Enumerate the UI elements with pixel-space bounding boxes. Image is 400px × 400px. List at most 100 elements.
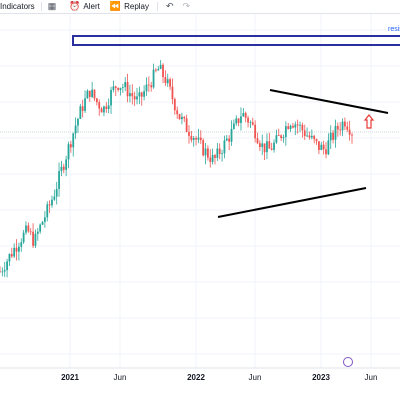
candle-body bbox=[62, 166, 65, 170]
candle-body bbox=[173, 99, 176, 111]
x-tick-label: 2023 bbox=[312, 373, 330, 382]
candle-body bbox=[107, 105, 110, 109]
chart-drawings: resis bbox=[72, 26, 400, 367]
candle-body bbox=[197, 137, 200, 140]
candle-body bbox=[336, 125, 339, 130]
candle-body bbox=[133, 96, 136, 100]
candle-body bbox=[230, 128, 233, 142]
candle-body bbox=[91, 89, 94, 97]
candle-body bbox=[121, 87, 124, 88]
candle-body bbox=[237, 118, 240, 123]
candle-body bbox=[159, 64, 162, 69]
x-tick-label: Jun bbox=[365, 373, 378, 382]
candle-body bbox=[277, 135, 280, 137]
candle-body bbox=[303, 130, 306, 137]
candle-body bbox=[221, 153, 223, 155]
candle-body bbox=[334, 125, 337, 140]
alarm-clock-icon: ⏰ bbox=[69, 1, 81, 11]
candle-body bbox=[77, 118, 79, 126]
candle-body bbox=[145, 84, 148, 92]
x-axis: 2021 Jun 2022 Jun 2023 Jun bbox=[0, 367, 400, 400]
candle-body bbox=[270, 148, 273, 150]
candle-body bbox=[275, 135, 278, 143]
candle-body bbox=[287, 126, 290, 129]
redo-button[interactable]: ↷ bbox=[183, 0, 194, 13]
up-arrow-icon[interactable] bbox=[363, 114, 375, 129]
candle-body bbox=[100, 108, 103, 113]
candle-body bbox=[320, 144, 323, 151]
alert-label: Alert bbox=[83, 2, 100, 11]
indicators-button[interactable]: Indicators bbox=[0, 0, 35, 13]
candle-body bbox=[46, 204, 49, 218]
time-axis-background bbox=[0, 368, 400, 400]
chart-grid bbox=[0, 14, 400, 368]
candle-body bbox=[251, 122, 254, 125]
candle-body bbox=[36, 231, 39, 234]
candle-body bbox=[39, 224, 42, 232]
candle-body bbox=[126, 82, 129, 97]
candle-body bbox=[232, 123, 235, 129]
candle-body bbox=[74, 125, 77, 134]
candle-body bbox=[169, 79, 171, 87]
alert-button[interactable]: ⏰ Alert bbox=[69, 0, 100, 13]
candle-body bbox=[188, 131, 190, 136]
candle-body bbox=[327, 140, 330, 155]
candle-body bbox=[315, 139, 318, 142]
candle-body bbox=[110, 89, 112, 106]
toolbar-divider bbox=[157, 2, 158, 11]
event-marker[interactable] bbox=[343, 357, 353, 367]
candle-body bbox=[79, 106, 82, 119]
candle-body bbox=[261, 143, 264, 147]
candle-body bbox=[65, 159, 68, 170]
candle-body bbox=[332, 132, 335, 140]
candle-body bbox=[29, 231, 32, 233]
candle-body bbox=[1, 271, 4, 273]
candle-body bbox=[268, 141, 271, 149]
candle-body bbox=[249, 122, 252, 124]
candle-body bbox=[348, 129, 351, 135]
upper-trendline[interactable] bbox=[269, 89, 389, 114]
candle-body bbox=[119, 87, 122, 90]
candle-body bbox=[105, 106, 108, 109]
candle-body bbox=[6, 261, 8, 271]
candle-body bbox=[27, 225, 30, 232]
resistance-zone-rectangle[interactable] bbox=[72, 35, 400, 46]
candle-body bbox=[325, 149, 327, 155]
candle-body bbox=[10, 253, 13, 257]
replay-label: Replay bbox=[124, 2, 149, 11]
lower-trendline[interactable] bbox=[217, 187, 367, 218]
candle-body bbox=[72, 133, 75, 148]
candle-body bbox=[0, 271, 1, 273]
candlestick-series bbox=[0, 60, 353, 278]
templates-button[interactable]: ▦ bbox=[48, 0, 60, 13]
candle-body bbox=[228, 138, 231, 142]
candle-body bbox=[20, 242, 23, 247]
candle-body bbox=[164, 77, 167, 84]
candle-body bbox=[280, 135, 283, 139]
resistance-label: resis bbox=[388, 26, 400, 33]
undo-button[interactable]: ↶ bbox=[166, 0, 177, 13]
toolbar-divider bbox=[40, 2, 42, 11]
candle-body bbox=[88, 90, 91, 97]
candle-body bbox=[48, 204, 51, 206]
candle-body bbox=[344, 121, 346, 127]
candle-body bbox=[15, 247, 18, 252]
candle-body bbox=[192, 138, 195, 140]
candle-body bbox=[58, 171, 60, 189]
indicators-label: Indicators bbox=[0, 2, 35, 11]
x-tick-label: Jun bbox=[249, 373, 262, 382]
candle-body bbox=[183, 116, 186, 119]
candle-body bbox=[299, 124, 301, 126]
candle-body bbox=[296, 124, 299, 126]
candle-body bbox=[140, 92, 143, 97]
candle-body bbox=[292, 125, 294, 128]
candle-body bbox=[247, 117, 249, 123]
candle-body bbox=[98, 102, 101, 109]
candle-body bbox=[282, 137, 285, 139]
candle-body bbox=[218, 148, 221, 155]
candle-body bbox=[313, 135, 316, 140]
replay-button[interactable]: ⏪ Replay bbox=[110, 0, 149, 13]
x-tick-label: Jun bbox=[114, 373, 127, 382]
candle-body bbox=[341, 121, 344, 131]
